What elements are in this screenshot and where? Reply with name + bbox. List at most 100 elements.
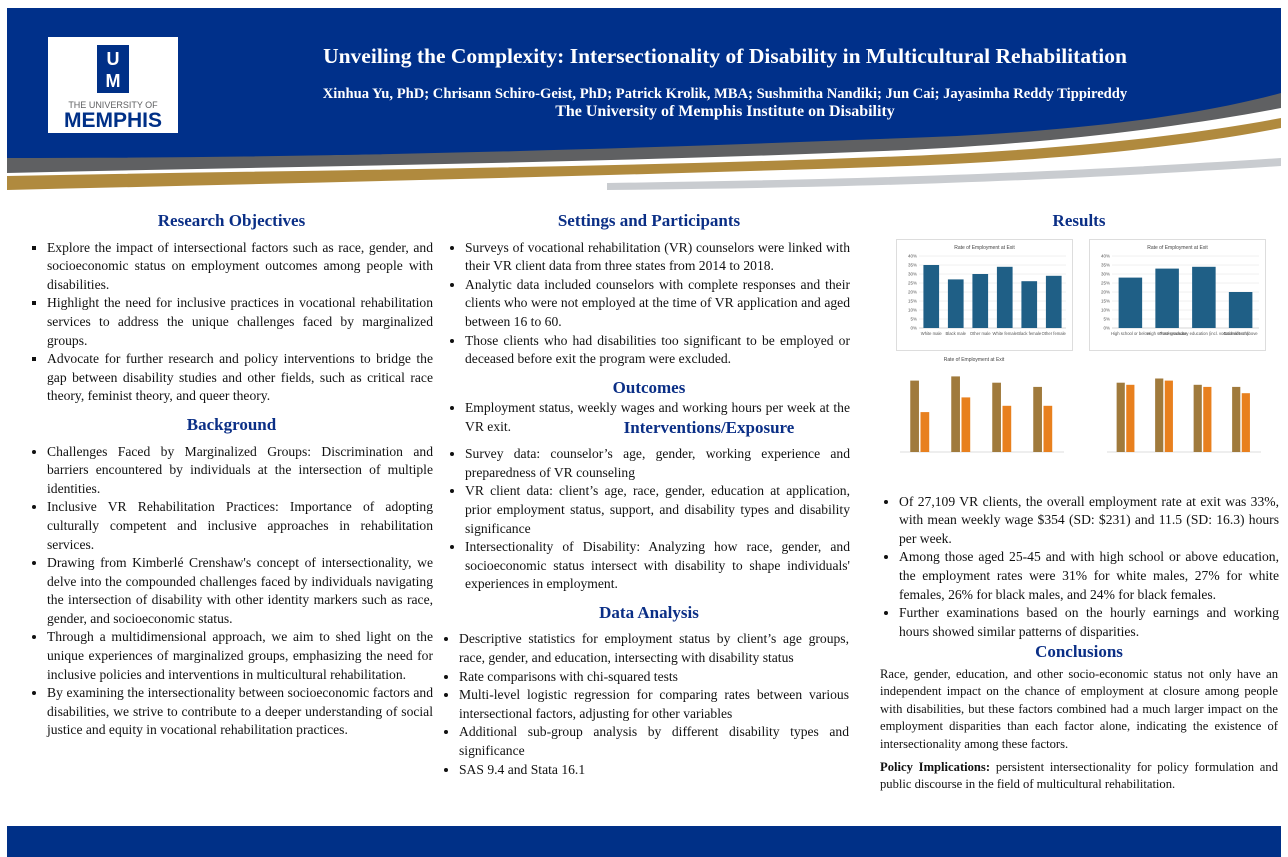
bullet-item: Descriptive statistics for employment st…	[459, 630, 849, 667]
bullet-item: VR client data: client’s age, race, gend…	[465, 482, 850, 538]
bar	[923, 265, 940, 328]
y-tick-label: 40%	[908, 254, 917, 259]
bullet-item: Through a multidimensional approach, we …	[47, 628, 433, 684]
bar	[1155, 268, 1179, 328]
bullet-item: Those clients who had disabilities too s…	[465, 332, 850, 369]
list: Explore the impact of intersectional fac…	[30, 239, 433, 406]
bar	[1033, 386, 1042, 452]
x-tick-label: Black female	[1017, 331, 1042, 336]
y-tick-label: 15%	[908, 299, 917, 304]
chart	[1085, 352, 1267, 474]
y-tick-label: 10%	[908, 308, 917, 313]
y-tick-label: 20%	[908, 290, 917, 295]
x-tick-label: Post-secondary education (incl. vocation…	[1159, 331, 1249, 336]
section-heading: Data Analysis	[599, 602, 699, 622]
bullet-item: Inclusive VR Rehabilitation Practices: I…	[47, 498, 433, 554]
section-heading: Conclusions	[1035, 642, 1123, 662]
y-tick-label: 25%	[1101, 281, 1110, 286]
middle-column: Settings and Participants Surveys of voc…	[448, 211, 850, 789]
x-tick-label: Other male	[970, 331, 991, 336]
bar	[1045, 275, 1062, 328]
bar	[1118, 277, 1143, 328]
bullet-item: By examining the intersectionality betwe…	[47, 684, 433, 740]
x-tick-label: Black male	[946, 331, 967, 336]
header-banner	[7, 8, 1281, 203]
bar	[1192, 266, 1216, 328]
title: Unveiling the Complexity: Intersectional…	[323, 44, 1127, 68]
bar	[1021, 281, 1038, 328]
bullet-item: Advocate for further research and policy…	[47, 350, 433, 406]
bullet-item: Analytic data included counselors with c…	[465, 276, 850, 332]
y-tick-label: 35%	[1101, 263, 1110, 268]
section-heading: Settings and Participants	[557, 211, 741, 230]
bullet-item: Explore the impact of intersectional fac…	[47, 239, 433, 295]
bar	[1232, 386, 1241, 452]
chart: Rate of Employment at Exit 0% 5% 10% 15% 20% 2…	[1089, 239, 1266, 351]
bullet-item: Rate comparisons with chi-squared tests	[459, 668, 849, 687]
section-heading: Research Objectives	[157, 211, 306, 230]
bullet-item: Highlight the need for inclusive practic…	[47, 294, 433, 350]
bullet-item: Drawing from Kimberlé Crenshaw's concept…	[47, 554, 433, 628]
bar	[947, 279, 964, 328]
list: Employment status, weekly wages and work…	[448, 399, 850, 436]
y-tick-label: 25%	[908, 281, 917, 286]
bar	[1155, 378, 1164, 452]
list: Challenges Faced by Marginalized Groups:…	[30, 443, 433, 741]
section-heading: Outcomes	[612, 377, 686, 397]
bar	[910, 380, 919, 452]
bullet-item: Further examinations based on the hourly…	[899, 604, 1279, 641]
bar	[1193, 384, 1202, 452]
bar	[972, 274, 989, 328]
y-tick-label: 5%	[910, 317, 917, 322]
bar	[1043, 405, 1053, 452]
policy-label: Policy Implications:	[880, 759, 991, 774]
bar	[1126, 384, 1135, 452]
x-tick-label: Bachelor or above	[1224, 331, 1259, 336]
bar	[1164, 380, 1173, 452]
x-tick-label: White male	[921, 331, 943, 336]
chart-title: Rate of Employment at Exit	[944, 357, 1005, 363]
x-tick-label: Other female	[1042, 331, 1067, 336]
chart-title: Rate of Employment at Exit	[1147, 245, 1208, 251]
bar	[1203, 386, 1212, 452]
x-tick-label: High school graduate	[1147, 331, 1187, 336]
bullet-item: Challenges Faced by Marginalized Groups:…	[47, 443, 433, 499]
bar	[992, 382, 1001, 452]
bullet-item: Survey data: counselor’s age, gender, wo…	[465, 445, 850, 482]
bar	[1002, 405, 1012, 452]
chart: Rate of Employment at Exit 0% 5% 10% 15% 20% 2…	[896, 239, 1073, 351]
affiliation: The University of Memphis Institute on D…	[555, 103, 895, 120]
list: Of 27,109 VR clients, the overall employ…	[880, 493, 1279, 642]
chart-title: Rate of Employment at Exit	[954, 245, 1015, 251]
footer-band	[7, 826, 1281, 857]
bullet-item: Employment status, weekly wages and work…	[465, 399, 850, 436]
logo-line1: THE UNIVERSITY OF	[68, 100, 158, 110]
bar	[1241, 393, 1250, 452]
bullet-item: Among those aged 25-45 and with high sch…	[899, 548, 1279, 604]
y-tick-label: 35%	[908, 263, 917, 268]
y-tick-label: 20%	[1101, 290, 1110, 295]
x-tick-label: High school or below	[1111, 331, 1151, 336]
bullet-item: Of 27,109 VR clients, the overall employ…	[899, 493, 1279, 549]
bar	[1116, 382, 1125, 452]
bar	[951, 376, 960, 452]
y-tick-label: 5%	[1103, 317, 1110, 322]
bullet-item: Multi-level logistic regression for comp…	[459, 686, 849, 723]
bullet-item: Additional sub-group analysis by differe…	[459, 723, 849, 760]
bar	[1228, 292, 1253, 328]
list: Survey data: counselor’s age, gender, wo…	[448, 445, 850, 594]
section-heading: Results	[1052, 211, 1106, 230]
logo-icon: UM	[97, 45, 129, 93]
x-tick-label: White female	[993, 331, 1018, 336]
y-tick-label: 30%	[908, 272, 917, 277]
y-tick-label: 0%	[910, 326, 917, 331]
y-tick-label: 10%	[1101, 308, 1110, 313]
svg-text:M: M	[106, 71, 121, 91]
section-heading: Interventions/Exposure	[623, 417, 795, 437]
bullet-item: Intersectionality of Disability: Analyzi…	[465, 538, 850, 594]
policy-text: persistent intersectionality for policy …	[880, 759, 1278, 792]
section-heading: Background	[186, 414, 277, 434]
bar	[920, 412, 930, 452]
